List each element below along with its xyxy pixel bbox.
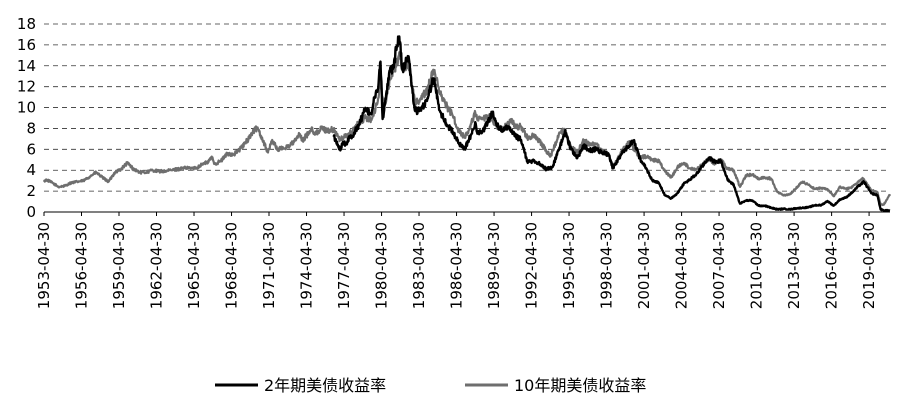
y-axis: 0 2 4 6 8 10 12 14 16 18 (17, 15, 36, 221)
legend: 2年期美债收益率 10年期美债收益率 (215, 376, 646, 395)
y-tick-label: 8 (26, 119, 36, 137)
x-tick-label: 1998-04-30 (598, 222, 616, 309)
x-tick-label: 1983-04-30 (410, 222, 428, 309)
x-tick-label: 2010-04-30 (748, 222, 766, 309)
x-tick-label: 1977-04-30 (335, 222, 353, 309)
y-tick-label: 2 (26, 182, 36, 200)
legend-label-10y: 10年期美债收益率 (514, 376, 646, 395)
y-tick-label: 16 (17, 36, 36, 54)
series-line-2y (332, 35, 891, 213)
series-line-10y (42, 51, 892, 207)
x-tick-label: 2001-04-30 (635, 222, 653, 309)
x-tick-label: 1971-04-30 (260, 222, 278, 309)
y-tick-label: 4 (26, 161, 36, 179)
x-tick-label: 1959-04-30 (110, 222, 128, 309)
x-tick-label: 2007-04-30 (710, 222, 728, 309)
legend-label-2y: 2年期美债收益率 (264, 376, 386, 395)
x-tick-label: 1989-04-30 (485, 222, 503, 309)
x-tick-label: 1953-04-30 (35, 222, 53, 309)
x-tick-label: 2019-04-30 (860, 222, 878, 309)
x-tick-label: 1980-04-30 (373, 222, 391, 309)
series-lines (42, 35, 892, 213)
x-tick-label: 1995-04-30 (560, 222, 578, 309)
x-tick-label: 1956-04-30 (73, 222, 91, 309)
x-axis: 1953-04-30 1956-04-30 1959-04-30 1962-04-30… (35, 212, 878, 309)
y-tick-label: 0 (26, 203, 36, 221)
x-tick-label: 1962-04-30 (148, 222, 166, 309)
y-tick-label: 10 (17, 99, 36, 117)
x-tick-label: 1968-04-30 (223, 222, 241, 309)
y-tick-label: 14 (17, 57, 36, 75)
y-tick-label: 18 (17, 15, 36, 33)
grid-lines (44, 23, 890, 192)
x-tick-label: 2016-04-30 (823, 222, 841, 309)
x-tick-label: 1974-04-30 (298, 222, 316, 309)
y-tick-label: 12 (17, 78, 36, 96)
x-tick-label: 1965-04-30 (185, 222, 203, 309)
x-tick-label: 2004-04-30 (673, 222, 691, 309)
x-tick-label: 2013-04-30 (785, 222, 803, 309)
x-tick-label: 1992-04-30 (523, 222, 541, 309)
x-tick-label: 1986-04-30 (448, 222, 466, 309)
y-tick-label: 6 (26, 140, 36, 158)
